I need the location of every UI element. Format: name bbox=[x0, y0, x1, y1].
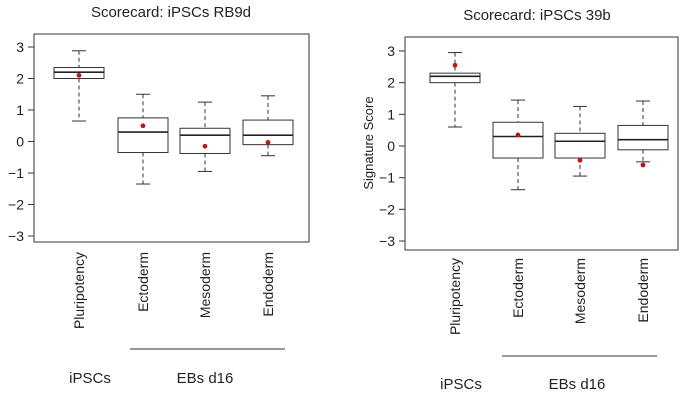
box-iqr bbox=[117, 117, 169, 154]
sample-point bbox=[640, 162, 646, 168]
group-label-ebs: EBs d16 bbox=[177, 370, 234, 387]
y-axis: 3 2 1 0 −1 −2 −3 bbox=[8, 39, 34, 244]
group-label-ipscs: iPSCs bbox=[440, 376, 482, 393]
sample-point bbox=[140, 123, 146, 129]
group-label-ebs: EBs d16 bbox=[549, 376, 606, 393]
box-iqr bbox=[617, 124, 669, 151]
category-label: Endoderm bbox=[635, 258, 651, 323]
box-iqr bbox=[179, 127, 231, 154]
y-tick-label: 1 bbox=[387, 106, 395, 122]
y-axis-label: Signature Score bbox=[361, 96, 376, 189]
box-iqr bbox=[429, 72, 481, 84]
box-series bbox=[53, 50, 294, 185]
y-tick-label: 1 bbox=[16, 102, 24, 118]
category-label: Endoderm bbox=[260, 252, 276, 317]
category-label: Mesoderm bbox=[197, 252, 213, 318]
plot-frame bbox=[33, 33, 310, 243]
category-label: Ectoderm bbox=[510, 258, 526, 318]
category-label: Mesoderm bbox=[572, 258, 588, 324]
plot-frame bbox=[404, 36, 679, 251]
category-label: Pluripotency bbox=[447, 258, 463, 335]
category-label: Pluripotency bbox=[71, 252, 87, 329]
sample-point bbox=[202, 143, 208, 149]
chart-title: Scorecard: iPSCs RB9d bbox=[91, 4, 251, 21]
sample-point bbox=[515, 132, 521, 138]
y-tick-label: −3 bbox=[8, 228, 24, 244]
group-label-ipscs: iPSCs bbox=[69, 370, 111, 387]
sample-point bbox=[452, 62, 458, 68]
y-tick-label: −2 bbox=[379, 201, 395, 217]
box-iqr bbox=[554, 132, 606, 159]
y-tick-label: 0 bbox=[387, 138, 395, 154]
sample-point bbox=[577, 157, 583, 163]
category-labels: Pluripotency Ectoderm Mesoderm Endoderm bbox=[447, 258, 651, 335]
category-labels: Pluripotency Ectoderm Mesoderm Endoderm bbox=[71, 252, 276, 329]
chart-title: Scorecard: iPSCs 39b bbox=[463, 7, 611, 24]
category-label: Ectoderm bbox=[135, 252, 151, 312]
panel-39b: Signature Score Scorecard: iPSCs 39b 3 2 1… bbox=[361, 7, 679, 393]
y-tick-label: −1 bbox=[8, 165, 24, 181]
panel-rb9d: Scorecard: iPSCs RB9d 3 2 1 0 −1 −2 −3 Pluripo… bbox=[8, 4, 310, 387]
y-tick-label: 3 bbox=[16, 39, 24, 55]
y-tick-label: 3 bbox=[387, 43, 395, 59]
y-tick-label: −3 bbox=[379, 233, 395, 249]
y-axis: 3 2 1 0 −1 −2 −3 bbox=[379, 43, 405, 249]
y-tick-label: −1 bbox=[379, 170, 395, 186]
y-tick-label: 2 bbox=[16, 71, 24, 87]
box-series bbox=[429, 52, 669, 191]
y-tick-label: −2 bbox=[8, 197, 24, 213]
sample-point bbox=[265, 140, 271, 145]
y-tick-label: 2 bbox=[387, 75, 395, 91]
box-iqr bbox=[492, 121, 544, 159]
sample-point bbox=[76, 72, 82, 78]
y-tick-label: 0 bbox=[16, 134, 24, 150]
